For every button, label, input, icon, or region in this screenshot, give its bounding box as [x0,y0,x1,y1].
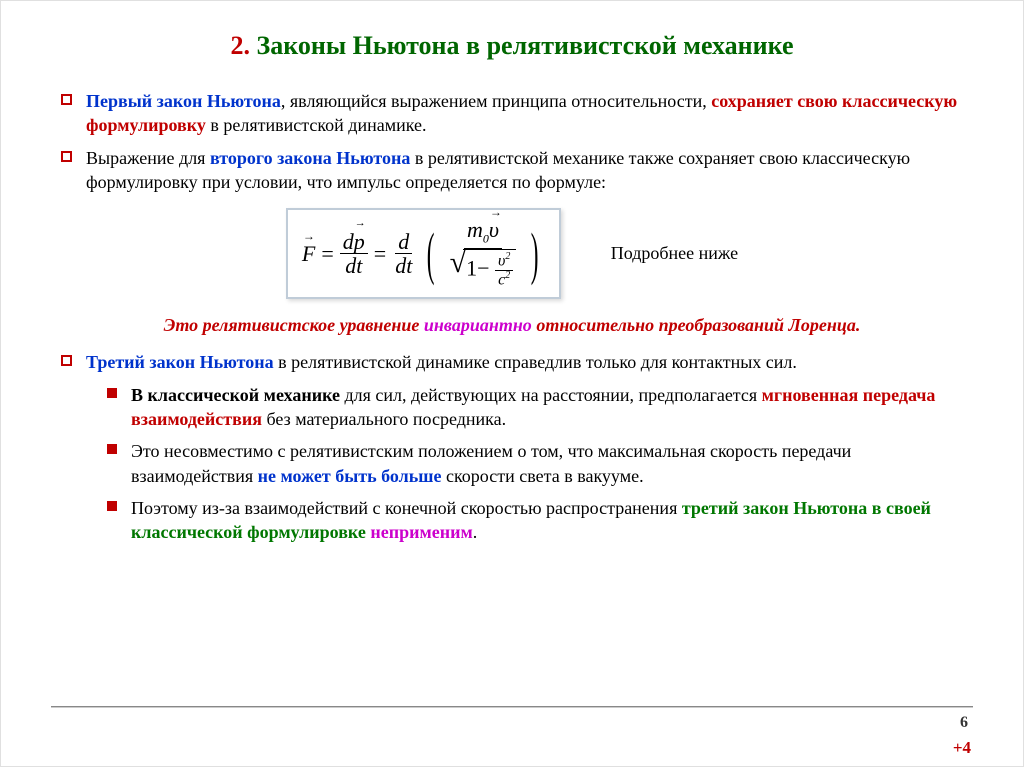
one: 1 [466,256,477,281]
bullet-2: Выражение для второго закона Ньютона в р… [61,146,973,195]
inv-p1: Это релятивистское уравнение [164,315,424,335]
bullet-icon [61,94,72,105]
bullet-1-text: Первый закон Ньютона, являющийся выражен… [86,89,973,138]
s1-p2: для сил, действующих на расстоянии, пред… [340,385,762,405]
v-top: υ [489,218,499,241]
bullet-3: Третий закон Ньютона в релятивистской ди… [61,350,973,374]
vec-F: F [302,241,315,267]
m: m [467,217,483,242]
sqrt: √ 1− υ2 c2 [450,249,517,289]
bullet-icon [107,388,117,398]
d: d [395,230,412,254]
bullet-icon [61,151,72,162]
sub-bullet-1: В классической механике для сил, действу… [107,383,973,432]
bullet-icon [107,501,117,511]
invariant-line: Это релятивистское уравнение инвариантно… [51,315,973,336]
s3-p1: Поэтому из-за взаимодействий с конечной … [131,498,682,518]
below-note: Подробнее ниже [611,243,738,264]
dt1: dt [342,254,365,277]
eq2: = [374,241,386,267]
b1-p2: , являющийся выражением принципа относит… [281,91,711,111]
s3-p3: неприменим [370,522,472,542]
bullet-2-text: Выражение для второго закона Ньютона в р… [86,146,973,195]
b3-p1: Третий закон Ньютона [86,352,274,372]
title-text: Законы Ньютона в релятивистской механике [256,31,793,60]
frac-main: m0υ √ 1− υ2 c2 [447,218,520,289]
page-number: 6 [960,714,968,732]
lparen: ( [427,220,435,287]
b3-p2: в релятивистской динамике справедлив тол… [274,352,797,372]
s1-p1: В классической механике [131,385,340,405]
dt2: dt [392,254,415,277]
frac-d-dt: d dt [392,230,415,277]
plus-annotation: +4 [953,738,971,758]
sub3-text: Поэтому из-за взаимодействий с конечной … [131,496,973,545]
frac-dp-dt: ddpp→ dt [340,230,368,277]
rparen: ) [531,220,539,287]
sub-bullet-3: Поэтому из-за взаимодействий с конечной … [107,496,973,545]
eq1: = [321,241,333,267]
b2-p2: второго закона Ньютона [210,148,410,168]
s1-p4: без материального посредника. [262,409,506,429]
footer-divider [51,706,973,708]
sub1-text: В классической механике для сил, действу… [131,383,973,432]
s2-p3: скорости света в вакууме. [441,466,643,486]
b2-p1: Выражение для [86,148,210,168]
s2-p2: не может быть больше [258,466,442,486]
formula-row: F = ddpp→ dt = d dt ( m0υ [51,208,973,299]
formula: F = ddpp→ dt = d dt ( m0υ [302,218,545,289]
inv-p3: относительно преобразований Лоренца. [532,315,861,335]
frac-v2c2: υ2 c2 [495,252,513,289]
bullet-icon [61,355,72,366]
bullet-icon [107,444,117,454]
title-number: 2. [230,31,250,60]
b1-p1: Первый закон Ньютона [86,91,281,111]
inv-p2: инвариантно [424,315,532,335]
s3-p4: . [473,522,478,542]
sub-bullet-2: Это несовместимо с релятивистским положе… [107,439,973,488]
formula-box: F = ddpp→ dt = d dt ( m0υ [286,208,561,299]
sq2: 2 [505,270,510,281]
slide-title: 2. Законы Ньютона в релятивистской механ… [51,31,973,61]
sub2-text: Это несовместимо с релятивистским положе… [131,439,973,488]
bullet-1: Первый закон Ньютона, являющийся выражен… [61,89,973,138]
sq1: 2 [505,251,510,262]
bullet-3-text: Третий закон Ньютона в релятивистской ди… [86,350,797,374]
slide: 2. Законы Ньютона в релятивистской механ… [0,0,1024,767]
b1-p4: в релятивистской динамике. [206,115,427,135]
